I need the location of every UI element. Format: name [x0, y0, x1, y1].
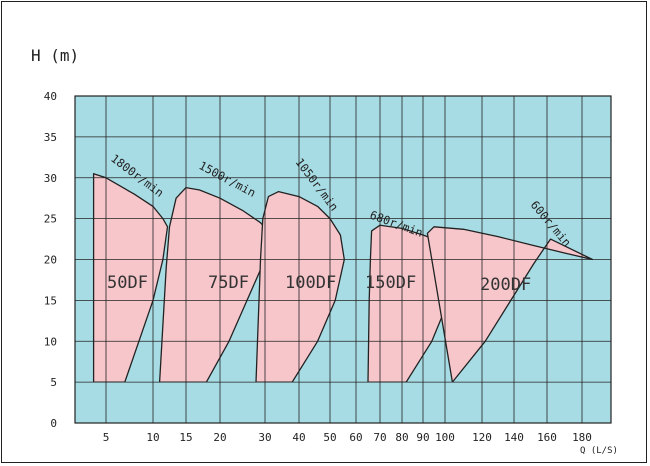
x-tick-label: 90	[416, 431, 429, 444]
x-tick-label: 10	[146, 431, 159, 444]
region-100df	[255, 190, 345, 383]
model-label: 100DF	[285, 273, 336, 293]
model-label: 75DF	[208, 273, 249, 293]
y-axis-label: H (m)	[31, 46, 79, 65]
x-tick-label: 5	[103, 431, 110, 444]
region-75df	[158, 186, 271, 383]
x-tick-label: 50	[323, 431, 336, 444]
y-tick-label: 30	[44, 172, 57, 185]
x-axis-label: Q (L/S)	[580, 446, 618, 456]
x-tick-label: 40	[292, 431, 305, 444]
x-tick-label: 15	[179, 431, 192, 444]
x-tick-label: 20	[213, 431, 226, 444]
x-tick-label: 160	[537, 431, 557, 444]
x-tick-label: 80	[395, 431, 408, 444]
model-label: 200DF	[480, 275, 531, 295]
x-tick-label: 70	[373, 431, 386, 444]
x-tick-label: 120	[472, 431, 492, 444]
y-tick-label: 20	[44, 254, 57, 267]
model-label: 50DF	[107, 273, 148, 293]
y-tick-label: 0	[50, 417, 57, 430]
x-tick-label: 60	[349, 431, 362, 444]
y-tick-label: 5	[50, 376, 57, 389]
model-label: 150DF	[365, 273, 416, 293]
x-tick-label: 30	[258, 431, 271, 444]
y-tick-label: 10	[44, 335, 57, 348]
x-tick-label: 140	[504, 431, 524, 444]
x-tick-label: 100	[435, 431, 455, 444]
y-tick-label: 25	[44, 213, 57, 226]
lower-band	[75, 382, 611, 423]
plot-border	[74, 95, 612, 424]
region-50df	[92, 173, 169, 383]
y-tick-label: 35	[44, 131, 57, 144]
y-tick-label: 40	[44, 90, 57, 103]
x-tick-label: 180	[572, 431, 592, 444]
y-tick-label: 15	[44, 294, 57, 307]
